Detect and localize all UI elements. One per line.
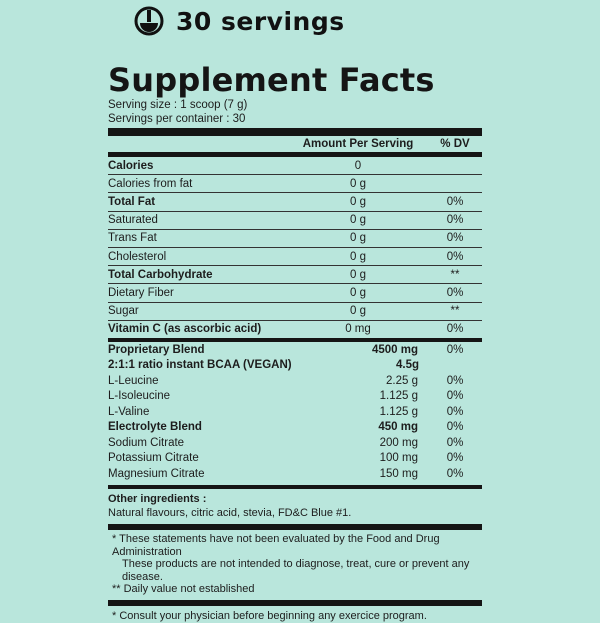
column-header: Amount Per Serving % DV — [108, 136, 482, 153]
row-name: Total Carbohydrate — [108, 268, 213, 281]
disclaimer-notes: * These statements have not been evaluat… — [108, 530, 482, 600]
row-amount: 2.25 g — [386, 374, 418, 387]
row-name: Trans Fat — [108, 232, 157, 245]
row-dv: 0% — [446, 405, 464, 418]
note-line-2: These products are not intended to diagn… — [122, 558, 470, 583]
row-amount: 0 g — [350, 286, 366, 299]
row-amount: 4500 mg — [371, 343, 418, 356]
row-dv: 0% — [446, 323, 464, 336]
row-name: Cholesterol — [108, 250, 167, 263]
table-row: Calories from fat 0 g — [108, 175, 482, 194]
servings-label: 30 servings — [176, 6, 345, 36]
row-amount: 0 g — [350, 250, 366, 263]
row-name: Proprietary Blend — [108, 343, 205, 356]
row-name: Dietary Fiber — [108, 286, 174, 299]
row-amount: 0 g — [350, 232, 366, 245]
row-name: L-Leucine — [108, 374, 159, 387]
supplement-facts-panel: Supplement Facts Serving size : 1 scoop … — [108, 61, 482, 622]
row-dv: 0% — [446, 250, 464, 263]
col-dv-header: % DV — [440, 138, 470, 150]
table-row: L-Isoleucine 1.125 g 0% — [108, 388, 482, 404]
row-amount: 0 mg — [345, 323, 371, 336]
row-dv: 0% — [446, 214, 464, 227]
table-row: L-Valine 1.125 g 0% — [108, 404, 482, 420]
row-dv: 0% — [446, 195, 464, 208]
row-amount: 4.5g — [396, 359, 420, 372]
row-name: Electrolyte Blend — [108, 421, 202, 434]
row-name: Sodium Citrate — [108, 436, 185, 449]
divider-thick — [108, 128, 482, 136]
row-name: L-Valine — [108, 405, 150, 418]
table-row: Trans Fat 0 g 0% — [108, 230, 482, 248]
row-amount: 200 mg — [379, 436, 418, 449]
divider-medium — [108, 485, 482, 490]
table-row: Dietary Fiber 0 g 0% — [108, 284, 482, 303]
nutrient-table: Calories 0 Calories from fat 0 g Total Fat 0 … — [108, 157, 482, 338]
divider-medium — [108, 153, 482, 157]
row-amount: 0 g — [350, 214, 366, 227]
table-row: L-Leucine 2.25 g 0% — [108, 373, 482, 389]
consult-note: * Consult your physician before beginnin… — [112, 609, 427, 622]
row-amount: 0 — [354, 159, 362, 172]
servings-per-container: Servings per container : 30 — [108, 112, 246, 125]
scoop-icon — [134, 6, 164, 36]
other-ingredients-label: Other ingredients : — [108, 493, 207, 506]
row-dv: 0% — [446, 390, 464, 403]
divider-thick — [108, 524, 482, 531]
row-amount: 100 mg — [379, 452, 418, 465]
note-line-3: ** Daily value not established — [112, 583, 255, 596]
row-dv: 0% — [446, 232, 464, 245]
row-dv: 0% — [446, 374, 464, 387]
serving-size: Serving size : 1 scoop (7 g) — [108, 99, 248, 111]
table-row: Vitamin C (as ascorbic acid) 0 mg 0% — [108, 321, 482, 338]
table-row: Saturated 0 g 0% — [108, 212, 482, 230]
row-amount: 1.125 g — [379, 390, 418, 403]
row-name: Vitamin C (as ascorbic acid) — [108, 323, 262, 336]
row-dv: 0% — [446, 467, 464, 480]
table-row: Sugar 0 g ** — [108, 303, 482, 321]
row-dv: 0% — [446, 343, 464, 356]
row-dv: 0% — [446, 421, 464, 434]
other-ingredients: Other ingredients : Natural flavours, ci… — [108, 489, 482, 524]
table-row: Electrolyte Blend 450 mg 0% — [108, 419, 482, 435]
table-row: Calories 0 — [108, 157, 482, 176]
row-name: L-Isoleucine — [108, 390, 171, 403]
row-dv: 0% — [446, 286, 464, 299]
row-amount: 0 g — [350, 305, 366, 318]
row-name: Total Fat — [108, 195, 156, 208]
servings-header: 30 servings — [134, 6, 345, 36]
table-row: Cholesterol 0 g 0% — [108, 248, 482, 267]
row-amount: 0 g — [350, 177, 366, 190]
table-row: Potassium Citrate 100 mg 0% — [108, 450, 482, 466]
row-name: 2:1:1 ratio instant BCAA (VEGAN) — [108, 359, 292, 372]
row-amount: 0 g — [350, 268, 366, 281]
table-row: Proprietary Blend 4500 mg 0% — [108, 342, 482, 358]
other-ingredients-text: Natural flavours, citric acid, stevia, F… — [108, 507, 352, 520]
row-amount: 450 mg — [378, 421, 418, 434]
table-row: Sodium Citrate 200 mg 0% — [108, 435, 482, 451]
row-dv: 0% — [446, 452, 464, 465]
row-name: Calories — [108, 159, 154, 172]
col-amount-header: Amount Per Serving — [302, 138, 414, 150]
row-dv: ** — [450, 305, 460, 318]
row-name: Sugar — [108, 305, 139, 318]
table-row: Total Fat 0 g 0% — [108, 193, 482, 212]
table-row: Total Carbohydrate 0 g ** — [108, 266, 482, 285]
blend-table: Proprietary Blend 4500 mg 0% 2:1:1 ratio in… — [108, 342, 482, 482]
row-name: Potassium Citrate — [108, 452, 199, 465]
row-amount: 150 mg — [379, 467, 418, 480]
note-line-1: * These statements have not been evaluat… — [112, 533, 440, 558]
table-row: 2:1:1 ratio instant BCAA (VEGAN) 4.5g — [108, 357, 482, 373]
row-dv: 0% — [446, 436, 464, 449]
row-amount: 1.125 g — [379, 405, 418, 418]
panel-title: Supplement Facts — [108, 61, 435, 99]
row-name: Saturated — [108, 214, 158, 227]
row-name: Magnesium Citrate — [108, 467, 205, 480]
divider-medium — [108, 337, 482, 342]
row-name: Calories from fat — [108, 177, 193, 190]
table-row: Magnesium Citrate 150 mg 0% — [108, 466, 482, 482]
row-dv: ** — [450, 268, 460, 281]
row-amount: 0 g — [350, 195, 366, 208]
